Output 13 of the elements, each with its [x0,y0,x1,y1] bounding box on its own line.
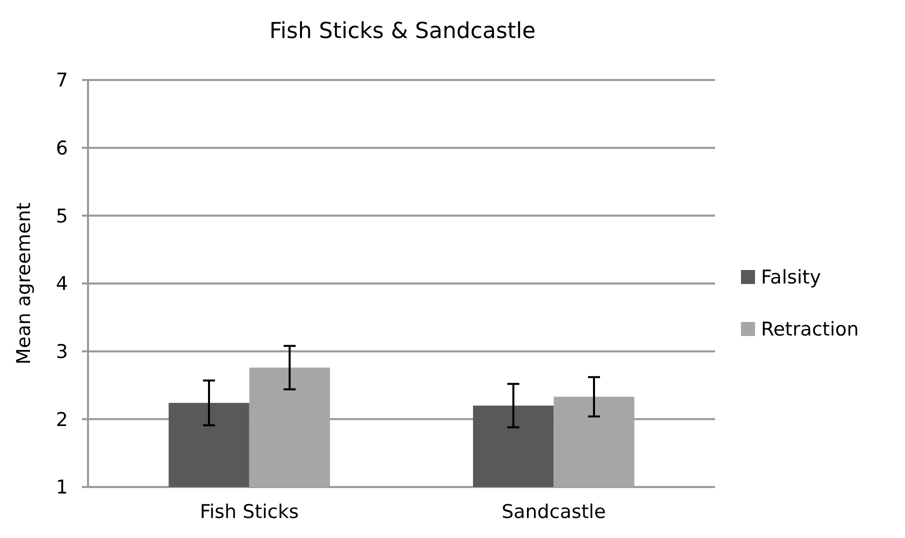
x-tick-label: Sandcastle [502,501,606,523]
y-tick-label: 7 [56,70,68,92]
legend-label: Falsity [761,266,821,289]
y-tick-label: 5 [56,205,68,228]
y-tick-label: 3 [56,340,68,363]
chart-title: Fish Sticks & Sandcastle [269,19,536,44]
y-tick-label: 6 [56,137,68,160]
y-tick-label: 2 [56,408,68,431]
legend-label: Retraction [761,318,859,341]
x-tick-label: Fish Sticks [200,501,299,523]
y-tick-label: 1 [56,476,68,499]
y-tick-label: 4 [56,273,68,296]
y-axis-title: Mean agreement [13,202,35,364]
